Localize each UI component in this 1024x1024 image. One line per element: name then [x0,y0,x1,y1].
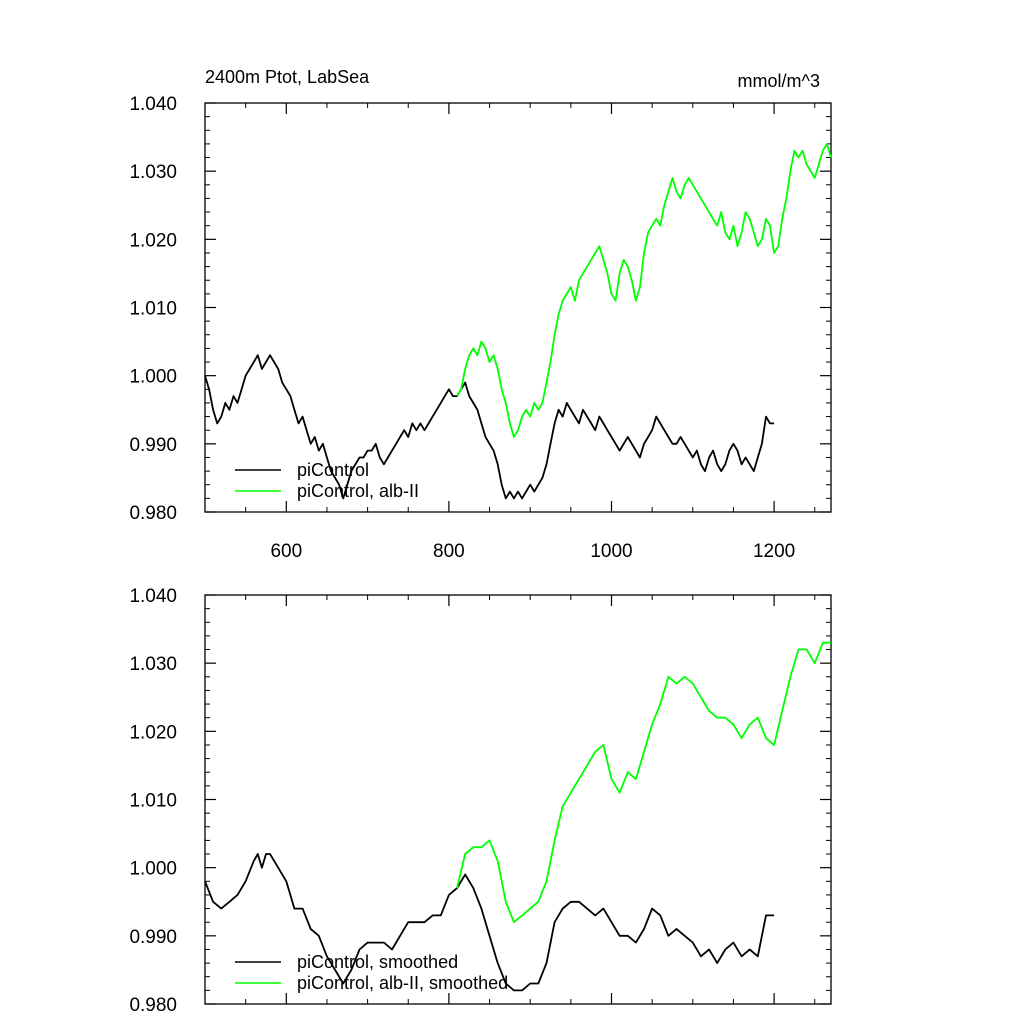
y-tick-label: 0.980 [129,503,177,524]
series-line-picontrol [204,354,775,500]
y-tick-label: 1.010 [129,299,177,320]
plot-frame [204,594,832,1005]
chart-title: 2400m Ptot, LabSea [205,67,370,87]
y-tick-label: 1.020 [129,230,177,251]
y-tick-label: 0.990 [129,927,177,948]
x-tick-label: 800 [433,541,465,562]
y-tick-label: 0.980 [129,995,177,1016]
series-line-picontrol-alb-ii [456,641,831,924]
x-tick-label: 1000 [590,541,632,562]
y-tick-label: 1.020 [129,722,177,743]
legend-label: piControl, alb-II, smoothed [297,973,508,993]
y-tick-label: 1.000 [129,859,177,880]
x-tick-label: 1200 [753,541,795,562]
legend-label: piControl, alb-II [297,481,419,501]
y-tick-label: 1.010 [129,791,177,812]
y-tick-label: 1.040 [129,94,177,115]
x-tick-label: 600 [270,541,302,562]
top-panel: 600 800 1000 1200 0.980 0.990 1.000 1.010 1.020 1… [129,67,832,562]
y-tick-label: 1.040 [129,586,177,607]
y-tick-label: 1.000 [129,367,177,388]
bottom-panel: 0.980 0.990 1.000 1.010 1.020 1.030 1.040 piCon… [129,586,832,1016]
series-line-picontrol [204,853,775,992]
units-label: mmol/m^3 [738,71,820,91]
legend-label: piControl [297,460,369,480]
legend-label: piControl, smoothed [297,952,458,972]
y-tick-label: 0.990 [129,435,177,456]
y-tick-label: 1.030 [129,162,177,183]
series-line-picontrol-alb-ii [456,142,832,438]
y-tick-label: 1.030 [129,654,177,675]
